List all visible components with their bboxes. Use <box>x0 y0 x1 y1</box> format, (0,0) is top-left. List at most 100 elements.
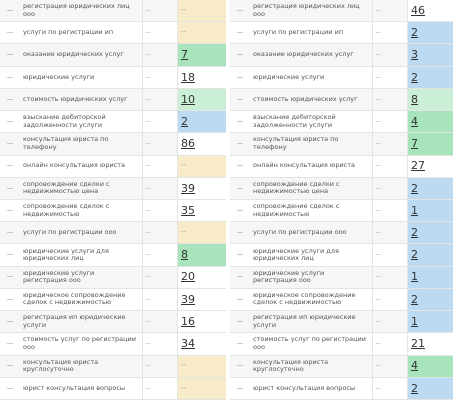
previous-position: -- <box>142 132 178 156</box>
position[interactable]: 2 <box>177 110 226 134</box>
position: -- <box>177 377 226 400</box>
keyword-row: — услуги по регистрации ип -- -- <box>0 21 226 45</box>
keyword-row: — юрист консультация вопросы -- -- <box>0 377 226 400</box>
position[interactable]: 35 <box>177 199 226 223</box>
position[interactable]: 7 <box>177 43 226 67</box>
position: -- <box>177 0 226 23</box>
keyword-row: — консультация юриста по телефону -- 86 <box>0 132 226 156</box>
previous-position: -- <box>142 0 178 23</box>
position[interactable]: 2 <box>407 377 453 400</box>
row-marker: — <box>230 377 250 400</box>
position[interactable]: 1 <box>407 310 453 334</box>
row-marker: — <box>0 355 20 378</box>
keyword: стоимость услуг по регистрации ооо <box>250 332 373 356</box>
keyword: взыскание дебиторской задолженности услу… <box>250 110 373 134</box>
position: -- <box>177 21 226 45</box>
position[interactable]: 2 <box>407 66 453 89</box>
position-table: — регистрация юридических лиц ооо -- -- — усл… <box>0 0 226 400</box>
position[interactable]: 27 <box>407 155 453 178</box>
position[interactable]: 1 <box>407 266 453 289</box>
previous-position: -- <box>372 66 408 89</box>
keyword: консультация юриста по телефону <box>250 132 373 156</box>
keyword: онлайн консультация юриста <box>250 155 373 178</box>
previous-position: -- <box>372 0 408 23</box>
position[interactable]: 2 <box>407 288 453 312</box>
keyword-row: — стоимость услуг по регистрации ооо -- 21 <box>230 332 453 356</box>
previous-position: -- <box>372 377 408 400</box>
previous-position: -- <box>372 132 408 156</box>
position[interactable]: 39 <box>177 177 226 200</box>
position[interactable]: 7 <box>407 132 453 156</box>
position[interactable]: 39 <box>177 288 226 312</box>
keyword: сопровождение сделок с недвижимостью <box>250 199 373 223</box>
keyword: консультация юриста круглосуточно <box>20 355 143 378</box>
keyword: оказание юридических услуг <box>250 43 373 67</box>
keyword: консультация юриста по телефону <box>20 132 143 156</box>
keyword: юридические услуги регистрация ооо <box>20 266 143 289</box>
row-marker: — <box>0 199 20 223</box>
keyword: юридические услуги для юридических лиц <box>20 243 143 267</box>
keyword-row: — онлайн консультация юриста -- -- <box>0 155 226 178</box>
previous-position: -- <box>142 21 178 45</box>
position[interactable]: 2 <box>407 177 453 200</box>
previous-position: -- <box>142 110 178 134</box>
keyword: регистрация ип юридические услуги <box>250 310 373 334</box>
keyword-row: — регистрация ип юридические услуги -- 1 <box>230 310 453 334</box>
position[interactable]: 4 <box>407 110 453 134</box>
position[interactable]: 2 <box>407 221 453 245</box>
row-marker: — <box>0 332 20 356</box>
previous-position: -- <box>372 199 408 223</box>
row-marker: — <box>0 377 20 400</box>
previous-position: -- <box>372 332 408 356</box>
previous-position: -- <box>142 266 178 289</box>
position[interactable]: 8 <box>177 243 226 267</box>
keyword-row: — взыскание дебиторской задолженности усл… <box>230 110 453 134</box>
row-marker: — <box>0 110 20 134</box>
previous-position: -- <box>142 243 178 267</box>
position[interactable]: 4 <box>407 355 453 378</box>
position[interactable]: 46 <box>407 0 453 23</box>
keyword-row: — стоимость юридических услуг -- 8 <box>230 88 453 112</box>
position[interactable]: 2 <box>407 21 453 45</box>
keyword-row: — регистрация ип юридические услуги -- 16 <box>0 310 226 334</box>
position[interactable]: 8 <box>407 88 453 112</box>
position[interactable]: 16 <box>177 310 226 334</box>
keyword: юридическое сопровождение сделок с недви… <box>250 288 373 312</box>
position[interactable]: 86 <box>177 132 226 156</box>
position: -- <box>177 221 226 245</box>
position[interactable]: 1 <box>407 199 453 223</box>
position[interactable]: 10 <box>177 88 226 112</box>
position[interactable]: 2 <box>407 243 453 267</box>
keyword: консультация юриста круглосуточно <box>250 355 373 378</box>
position[interactable]: 21 <box>407 332 453 356</box>
previous-position: -- <box>142 377 178 400</box>
previous-position: -- <box>142 43 178 67</box>
row-marker: — <box>0 21 20 45</box>
keyword: услуги по регистрации ооо <box>250 221 373 245</box>
keyword-row: — юридические услуги для юридических лиц -… <box>0 243 226 267</box>
position[interactable]: 20 <box>177 266 226 289</box>
previous-position: -- <box>142 221 178 245</box>
keyword-row: — стоимость юридических услуг -- 10 <box>0 88 226 112</box>
keyword: юрист консультация вопросы <box>20 377 143 400</box>
keyword: сопровождение сделки с недвижимостью цен… <box>250 177 373 200</box>
keyword-row: — сопровождение сделки с недвижимостью це… <box>230 177 453 200</box>
keyword-row: — регистрация юридических лиц ооо -- -- <box>0 0 226 23</box>
position[interactable]: 34 <box>177 332 226 356</box>
row-marker: — <box>0 243 20 267</box>
keyword-row: — оказание юридических услуг -- 3 <box>230 43 453 67</box>
keyword-row: — юрист консультация вопросы -- 2 <box>230 377 453 400</box>
row-marker: — <box>230 66 250 89</box>
row-marker: — <box>0 43 20 67</box>
previous-position: -- <box>372 155 408 178</box>
keyword: регистрация ип юридические услуги <box>20 310 143 334</box>
keyword-row: — консультация юриста круглосуточно -- -- <box>0 355 226 378</box>
position[interactable]: 18 <box>177 66 226 89</box>
row-marker: — <box>0 310 20 334</box>
keyword: юридическое сопровождение сделок с недви… <box>20 288 143 312</box>
position-table: — регистрация юридических лиц ооо -- 46— усл… <box>230 0 453 400</box>
keyword: юрист консультация вопросы <box>250 377 373 400</box>
position[interactable]: 3 <box>407 43 453 67</box>
